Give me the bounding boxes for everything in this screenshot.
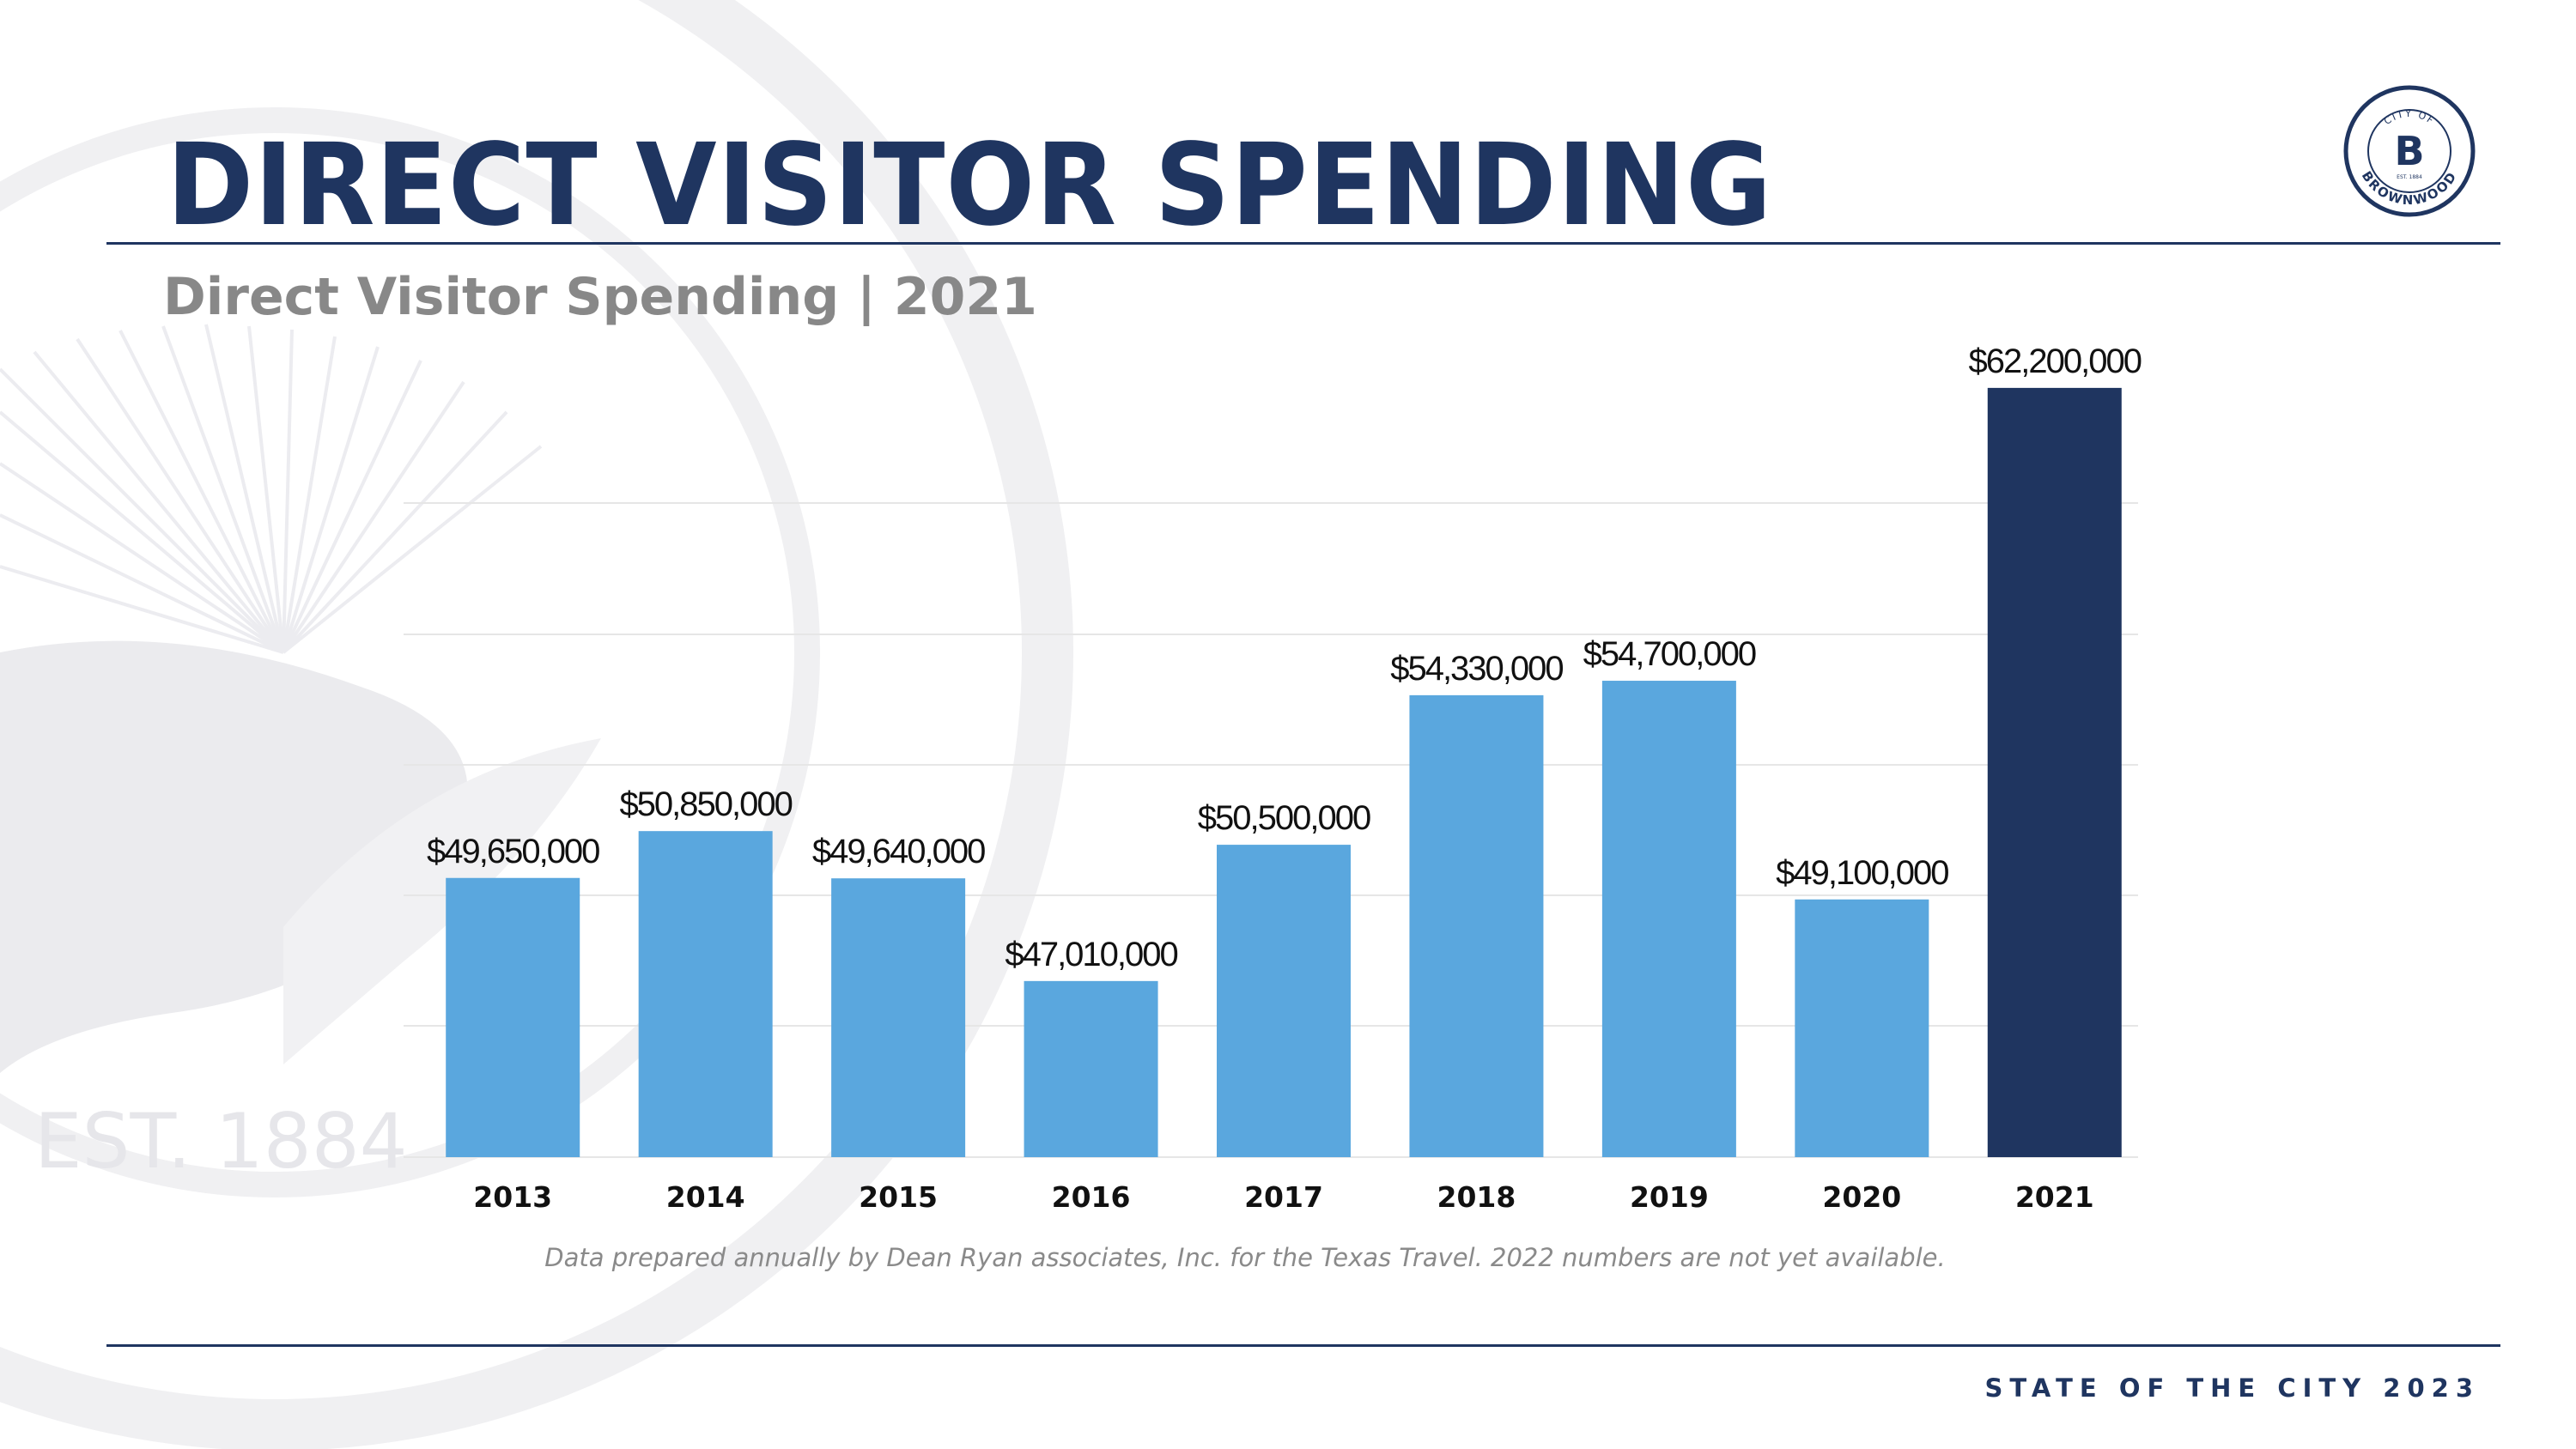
- logo-inner-ring: [2367, 109, 2451, 193]
- logo-est-text: EST. 1884: [2397, 174, 2422, 180]
- footer-text: STATE OF THE CITY 2023: [1984, 1373, 2480, 1403]
- logo-outer-ring: [2343, 85, 2476, 217]
- seal-road: [283, 738, 601, 1064]
- data-label-2015: $49,640,000: [812, 833, 985, 870]
- data-label-2021: $62,200,000: [1969, 343, 2142, 380]
- bar-2019: [1601, 681, 1736, 1157]
- data-label-2017: $50,500,000: [1198, 799, 1370, 837]
- seal-inner-ring: [0, 107, 820, 1197]
- x-tick-label-2016: 2016: [1052, 1180, 1131, 1214]
- data-label-2020: $49,100,000: [1776, 854, 1948, 892]
- logo-letter: B: [2394, 128, 2424, 174]
- x-tick-label-2020: 2020: [1822, 1180, 1901, 1214]
- seal-hill: [0, 640, 468, 1073]
- city-logo: CITY OF B EST. 1884 BROWNWOOD: [2343, 85, 2476, 217]
- x-tick-label-2018: 2018: [1437, 1180, 1516, 1214]
- x-tick-label-2019: 2019: [1630, 1180, 1709, 1214]
- data-label-2018: $54,330,000: [1390, 650, 1563, 688]
- x-tick-label-2015: 2015: [859, 1180, 938, 1214]
- source-note: Data prepared annually by Dean Ryan asso…: [544, 1243, 1946, 1272]
- seal-outer-ring: [0, 0, 1073, 1449]
- x-tick-label-2017: 2017: [1244, 1180, 1323, 1214]
- x-tick-label-2021: 2021: [2015, 1180, 2094, 1214]
- bar-2021: [1987, 387, 2122, 1158]
- page-title: DIRECT VISITOR SPENDING: [167, 118, 1773, 252]
- data-label-2019: $54,700,000: [1583, 635, 1756, 673]
- x-tick-label-2013: 2013: [473, 1180, 552, 1214]
- data-label-2013: $49,650,000: [427, 833, 599, 870]
- seal-sunburst: [0, 324, 543, 654]
- bar-2016: [1024, 980, 1158, 1157]
- chart-subtitle: Direct Visitor Spending | 2021: [163, 267, 1037, 327]
- data-label-2014: $50,850,000: [619, 785, 792, 823]
- data-label-2016: $47,010,000: [1005, 936, 1177, 973]
- bar-2017: [1217, 845, 1351, 1157]
- seal-est-text: EST. 1884: [34, 1097, 408, 1185]
- footer-divider: [106, 1344, 2500, 1347]
- bar-2015: [831, 878, 966, 1157]
- bar-2013: [446, 877, 580, 1157]
- bar-2020: [1795, 899, 1929, 1157]
- x-tick-label-2014: 2014: [666, 1180, 745, 1214]
- title-divider: [106, 242, 2500, 245]
- bar-2014: [638, 831, 773, 1157]
- bar-2018: [1409, 694, 1544, 1157]
